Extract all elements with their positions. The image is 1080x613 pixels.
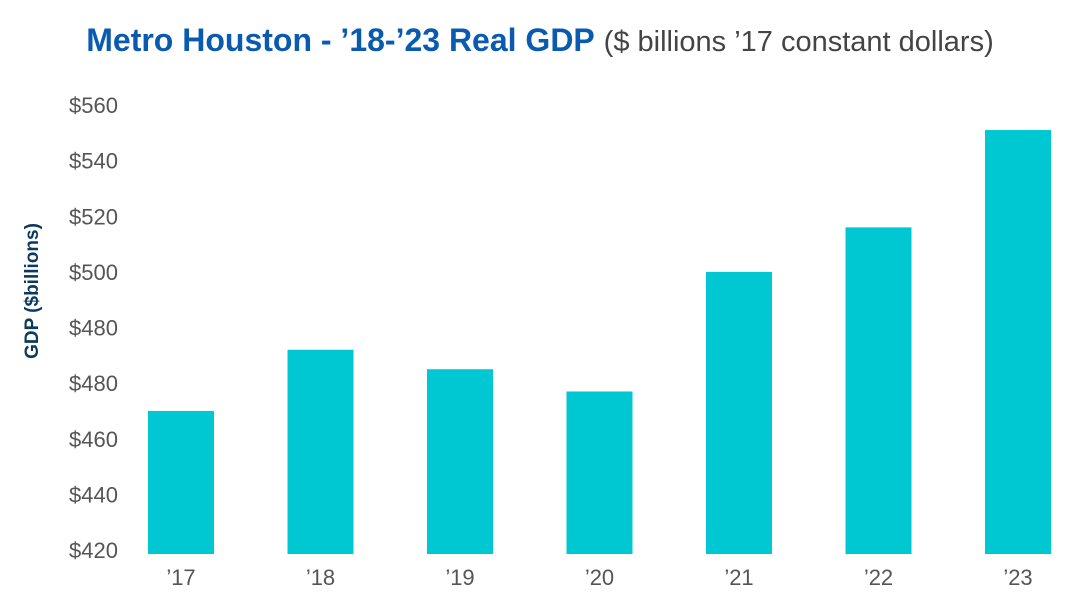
- y-tick-label: $480: [69, 371, 118, 396]
- x-tick-label: ’21: [724, 565, 753, 590]
- title-subtitle: ($ billions ’17 constant dollars): [603, 26, 994, 58]
- x-tick-label: ’19: [445, 565, 474, 590]
- title-main: Metro Houston - ’18-’23 Real GDP: [86, 22, 595, 58]
- y-tick-label: $440: [69, 482, 118, 507]
- y-tick-label: $540: [69, 149, 118, 174]
- y-tick-label: $520: [69, 204, 118, 229]
- x-tick-label: ’17: [166, 565, 195, 590]
- x-tick-label: ’22: [864, 565, 893, 590]
- bar-4: [706, 271, 772, 554]
- y-tick-label: $480: [69, 316, 118, 341]
- x-tick-label: ’23: [1003, 565, 1032, 590]
- bar-0: [148, 410, 214, 554]
- bar-1: [287, 349, 354, 554]
- y-tick-label: $500: [69, 260, 118, 285]
- y-tick-label: $460: [69, 427, 118, 452]
- y-tick-label: $560: [69, 93, 118, 118]
- bar-5: [845, 227, 912, 554]
- x-tick-label: ’20: [585, 565, 614, 590]
- x-tick-label: ’18: [306, 565, 335, 590]
- chart-title: Metro Houston - ’18-’23 Real GDP ($ bill…: [0, 22, 1080, 59]
- bar-2: [427, 369, 493, 554]
- y-tick-label: $420: [69, 538, 118, 563]
- bar-3: [566, 391, 633, 554]
- bar-6: [985, 130, 1051, 554]
